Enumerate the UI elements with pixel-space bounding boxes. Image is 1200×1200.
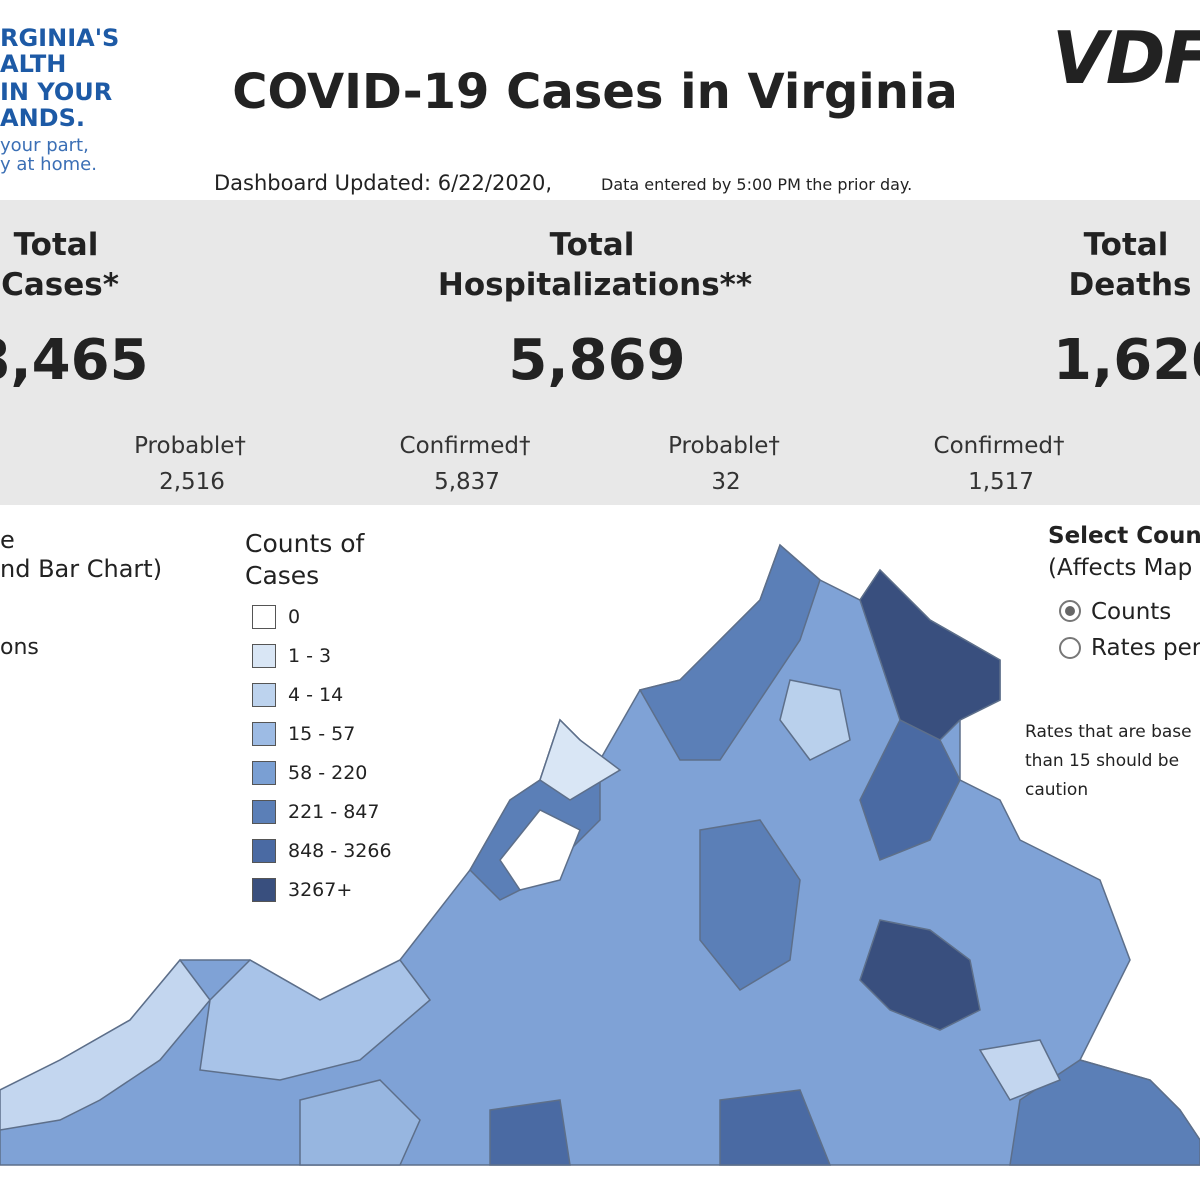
panel-text: nd Bar Chart) (0, 555, 163, 583)
stat-value: 1,620 (1053, 328, 1200, 393)
legend-label: 58 - 220 (288, 762, 368, 784)
legend-label: 15 - 57 (288, 723, 356, 745)
county (299, 1079, 421, 1166)
updated-note: Data entered by 5:00 PM the prior day. (601, 175, 913, 194)
summary-band (0, 200, 1200, 505)
stat-label: Total (549, 227, 635, 263)
county (499, 809, 581, 891)
county-shapes (0, 543, 1200, 1166)
map-note: than 15 should be (1025, 751, 1180, 771)
radio-label[interactable]: Counts (1091, 599, 1172, 625)
county (0, 958, 211, 1131)
radio-selected[interactable] (1059, 600, 1081, 622)
legend-swatch (252, 800, 276, 824)
legend-swatch (252, 839, 276, 863)
county (978, 1039, 1062, 1101)
stat-label: Total (13, 227, 99, 263)
stat-label: Cases* (1, 267, 119, 303)
breakdown-label: Probable† (134, 433, 246, 459)
county (539, 718, 622, 801)
radio[interactable] (1059, 637, 1081, 659)
county (638, 543, 821, 761)
stat-label: Deaths (1068, 267, 1192, 303)
breakdown-label: Confirmed† (933, 433, 1065, 459)
stat-label: Hospitalizations** (437, 267, 753, 303)
legend-label: 848 - 3266 (288, 840, 392, 862)
stat-value: 5,869 (508, 328, 686, 393)
logo-text: ALTH (0, 50, 67, 78)
legend-swatch (252, 722, 276, 746)
legend-label: 0 (288, 606, 301, 628)
selector-subtitle: (Affects Map (1048, 555, 1193, 581)
legend-swatch (252, 878, 276, 902)
legend-title: Counts of (245, 529, 365, 558)
county (859, 718, 961, 861)
county (719, 1089, 832, 1166)
title: COVID-19 Cases in Virginia (232, 64, 958, 120)
logo-text: ANDS. (0, 104, 85, 132)
legend-title: Cases (245, 561, 320, 590)
selector-title: Select Coun (1048, 523, 1200, 549)
county (489, 1099, 571, 1166)
map-note: caution (1025, 780, 1089, 800)
legend-swatch (252, 683, 276, 707)
county (779, 679, 851, 761)
legend-swatch (252, 761, 276, 785)
legend-swatch (252, 644, 276, 668)
logo-tagline: your part, (0, 135, 89, 156)
county (699, 819, 801, 991)
breakdown-label: Confirmed† (399, 433, 531, 459)
legend-label: 4 - 14 (288, 684, 344, 706)
legend-swatch (252, 605, 276, 629)
panel-text: e (0, 526, 15, 554)
radio-label[interactable]: Rates per (1091, 635, 1200, 661)
stat-value: 8,465 (0, 328, 149, 393)
panel-text[interactable]: ons (0, 635, 39, 660)
vdh-logo: VDF (1052, 16, 1200, 100)
logo-text: RGINIA'S (0, 24, 120, 52)
breakdown-label: Probable† (668, 433, 780, 459)
county (859, 568, 1001, 741)
legend-label: 3267+ (288, 879, 353, 901)
county (199, 959, 432, 1081)
legend-label: 1 - 3 (288, 645, 332, 667)
updated: Dashboard Updated: 6/22/2020, (214, 171, 553, 195)
stat-label: Total (1083, 227, 1169, 263)
radio-dot (1065, 606, 1075, 616)
legend-label: 221 - 847 (288, 801, 380, 823)
breakdown-value: 2,516 (159, 469, 225, 495)
map-note: Rates that are base (1025, 722, 1192, 742)
county (1009, 1059, 1200, 1166)
logo-text: IN YOUR (0, 78, 113, 106)
breakdown-value: 32 (711, 469, 741, 495)
logo-tagline: y at home. (0, 154, 97, 175)
breakdown-value: 5,837 (434, 469, 500, 495)
breakdown-value: 1,517 (968, 469, 1034, 495)
county (859, 919, 981, 1031)
